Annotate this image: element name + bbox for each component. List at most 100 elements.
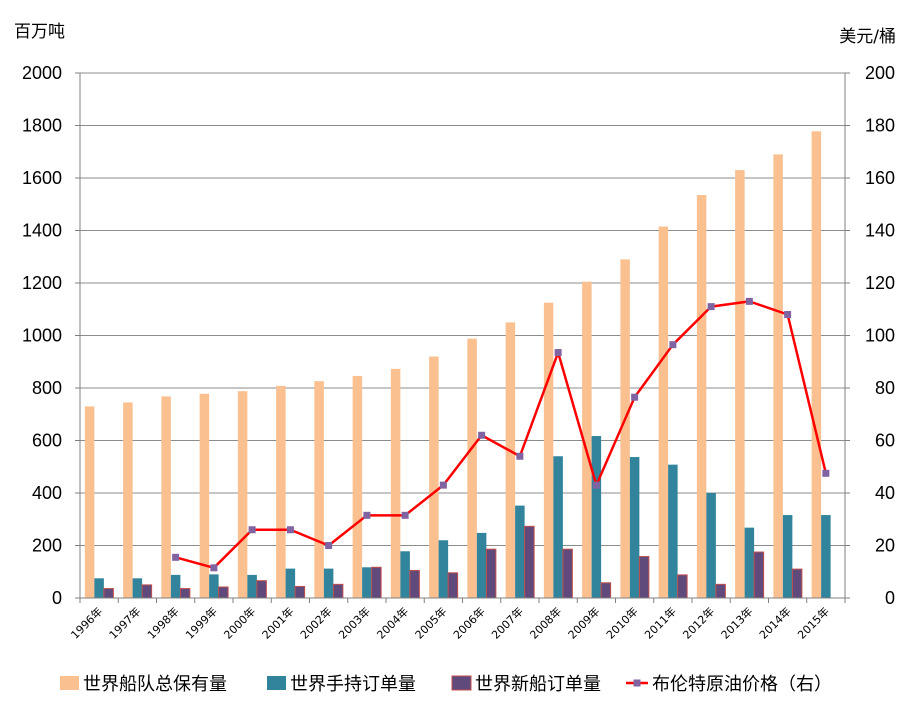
x-category-label: 2000年 <box>221 604 258 641</box>
x-category-label: 1996年 <box>68 604 105 641</box>
bar <box>170 574 181 598</box>
bar <box>161 396 171 598</box>
bar <box>467 338 477 598</box>
line-point-marker <box>286 526 294 534</box>
line-point-marker <box>822 469 830 477</box>
line-point-marker <box>592 481 600 489</box>
bar <box>811 131 822 598</box>
bar <box>658 226 669 598</box>
bar <box>362 567 372 598</box>
y-left-tick-label: 1200 <box>22 273 62 293</box>
bar <box>753 551 765 599</box>
bar <box>629 457 640 598</box>
bar <box>218 586 229 599</box>
y-left-tick-label: 1000 <box>22 326 62 346</box>
y-right-tick-label: 80 <box>875 378 895 398</box>
bar <box>591 436 602 598</box>
legend-swatch <box>267 676 286 690</box>
bar <box>256 580 267 599</box>
y-right-tick-label: 120 <box>865 273 895 293</box>
y-right-tick-label: 60 <box>875 431 895 451</box>
axes <box>75 72 850 603</box>
bar <box>429 356 439 598</box>
y-right-tick-label: 0 <box>885 588 895 608</box>
y-right-tick-label: 160 <box>865 168 895 188</box>
x-category-label: 2007年 <box>489 604 526 641</box>
line-point-marker <box>210 564 218 572</box>
line-point-marker <box>478 431 486 439</box>
bar <box>706 493 716 598</box>
line-point-marker <box>248 526 256 534</box>
legend-marker-swatch <box>633 679 641 687</box>
bar <box>371 566 382 599</box>
bar <box>285 568 296 598</box>
x-category-label: 1999年 <box>183 604 220 641</box>
line-point-marker <box>554 349 562 357</box>
bar <box>562 548 573 599</box>
y-right-tick-label: 100 <box>865 326 895 346</box>
line-point-marker <box>669 341 677 349</box>
bar <box>553 456 563 598</box>
y-right-tick-label: 180 <box>865 116 895 136</box>
bar <box>323 568 334 598</box>
y-left-tick-label: 1400 <box>22 221 62 241</box>
bar <box>735 170 745 598</box>
legend: 世界船队总保有量 世界手持订单量 世界新船订单量 布伦特原油价格（右） <box>60 674 832 695</box>
bar <box>600 582 612 599</box>
x-category-label: 2005年 <box>412 604 449 641</box>
y-left-tick-label: 400 <box>32 483 62 503</box>
y-right-tick-label: 40 <box>875 483 895 503</box>
bar <box>179 588 191 599</box>
bar <box>332 583 344 599</box>
x-category-label: 2010年 <box>603 604 640 641</box>
x-category-label: 2003年 <box>336 604 373 641</box>
line-point-marker <box>745 297 753 305</box>
bar <box>638 556 650 599</box>
line-point-marker <box>631 393 639 401</box>
x-category-label: 2006年 <box>450 604 487 641</box>
x-category-label: 2014年 <box>756 604 793 641</box>
axis-labels: 百万吨 美元/桶 0 0 200 20 400 40 600 60 800 80 1000 100 12… <box>14 22 896 642</box>
line-series-group <box>172 297 830 572</box>
y-left-tick-label: 600 <box>32 431 62 451</box>
gridlines <box>80 72 845 546</box>
bar <box>582 281 592 598</box>
line-point-marker <box>516 452 524 460</box>
line-series-path <box>175 300 828 570</box>
bar <box>485 548 497 599</box>
bar <box>400 551 410 598</box>
bar <box>209 574 219 598</box>
legend-label: 世界新船订单量 <box>475 674 601 695</box>
bar <box>409 569 420 599</box>
y-right-tick-label: 20 <box>875 536 895 556</box>
bar <box>247 574 257 598</box>
bar <box>294 585 306 599</box>
bar <box>476 532 487 598</box>
bar <box>773 154 783 598</box>
line-point-marker <box>363 511 371 519</box>
right-axis-unit: 美元/桶 <box>839 27 896 47</box>
bar <box>103 588 114 599</box>
bar <box>390 368 401 598</box>
x-category-label: 2012年 <box>680 604 717 641</box>
y-left-tick-label: 200 <box>32 536 62 556</box>
bar <box>543 302 554 598</box>
y-left-tick-label: 800 <box>32 378 62 398</box>
bar <box>696 195 707 598</box>
x-category-label: 2011年 <box>642 604 679 641</box>
x-category-label: 2004年 <box>374 604 411 641</box>
x-category-label: 2013年 <box>718 604 755 641</box>
bar <box>782 515 793 598</box>
bar <box>237 391 248 598</box>
y-left-tick-label: 1800 <box>22 116 62 136</box>
bar <box>447 572 459 599</box>
bar <box>715 583 726 599</box>
bar <box>94 578 104 598</box>
y-left-tick-label: 0 <box>52 588 62 608</box>
bar <box>620 259 630 598</box>
bar <box>677 574 688 599</box>
x-category-label: 2002年 <box>297 604 334 641</box>
y-right-tick-label: 140 <box>865 221 895 241</box>
